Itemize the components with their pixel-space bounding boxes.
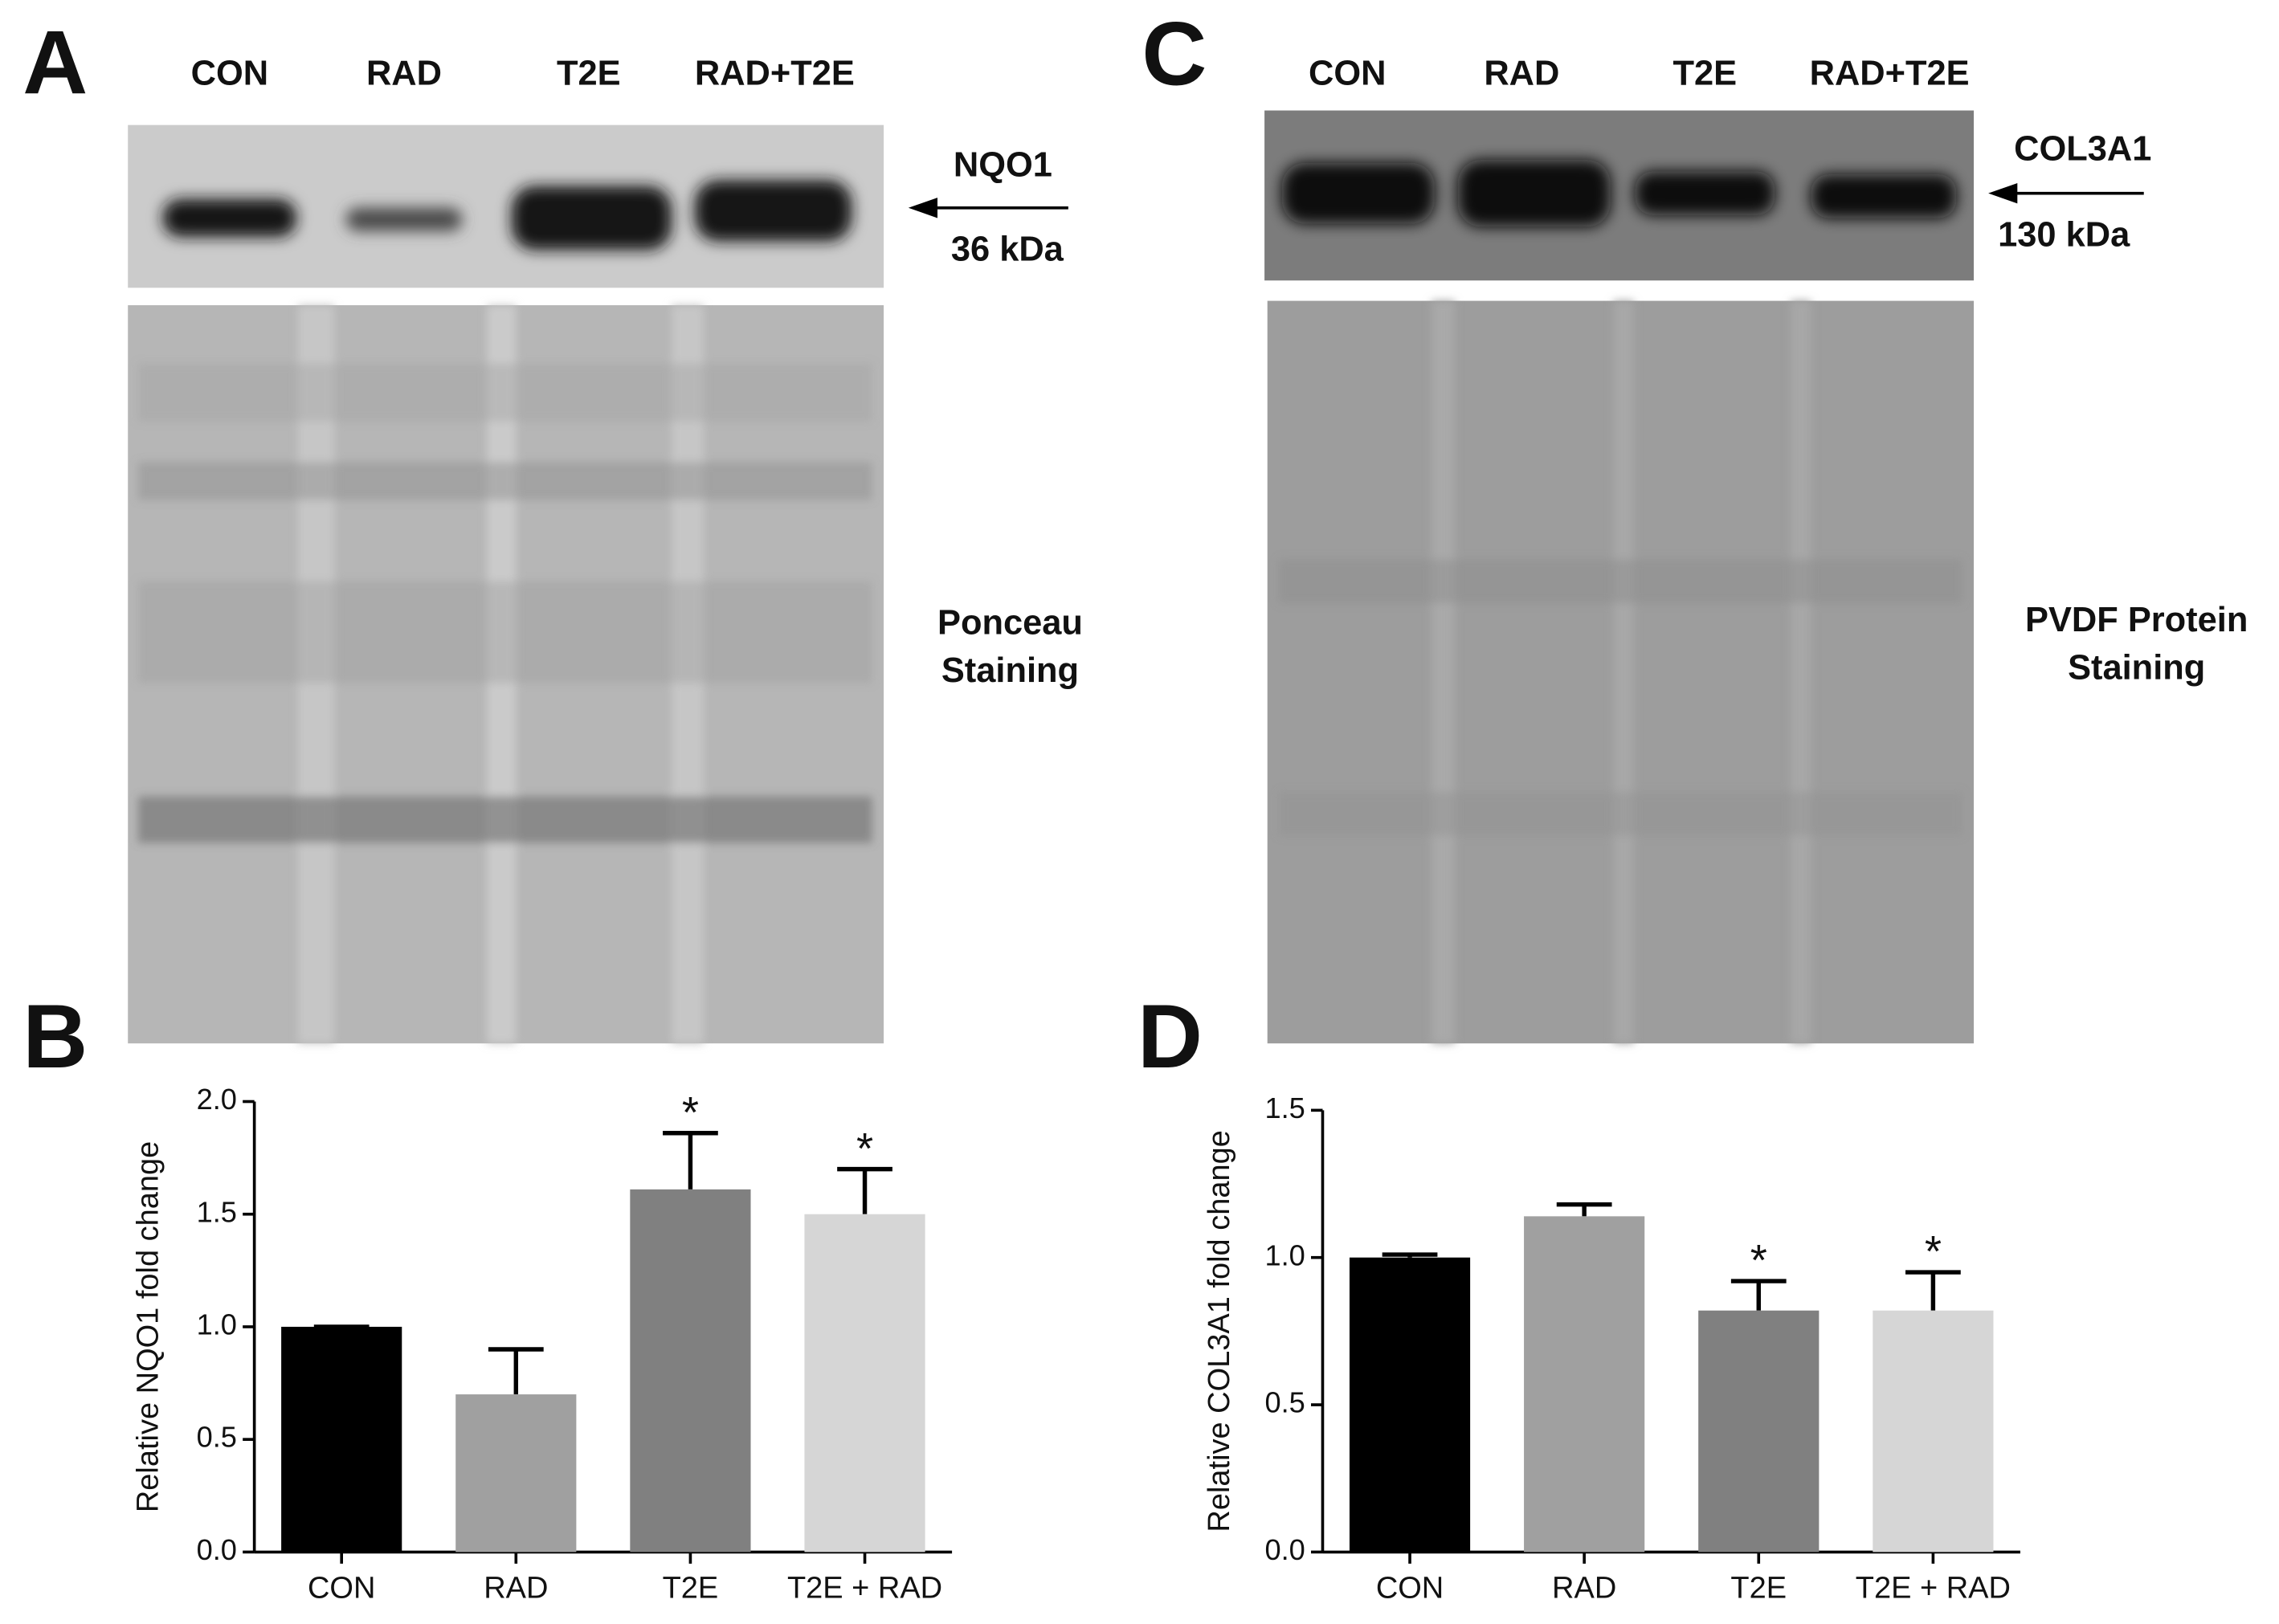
bar xyxy=(281,1326,402,1553)
significance-label: * xyxy=(856,1124,873,1173)
y-tick-label: 0.5 xyxy=(1264,1386,1305,1419)
panel-letter: C xyxy=(1142,3,1207,104)
y-axis-title: Relative COL3A1 fold change xyxy=(1203,1130,1236,1532)
panel-letter: B xyxy=(22,985,88,1087)
y-tick-label: 0.0 xyxy=(1264,1533,1305,1566)
stain-label: Staining xyxy=(941,651,1079,690)
significance-label: * xyxy=(1750,1236,1767,1285)
bar xyxy=(1349,1257,1471,1553)
x-tick-label: T2E xyxy=(663,1571,719,1605)
lane-label: RAD xyxy=(1484,55,1559,93)
lane-label: CON xyxy=(191,55,268,93)
lane-label: RAD+T2E xyxy=(1810,55,1970,93)
x-tick-label: T2E xyxy=(1730,1571,1787,1605)
y-tick-label: 0.0 xyxy=(197,1533,237,1566)
y-tick-label: 1.0 xyxy=(1264,1238,1305,1271)
size-label: 130 kDa xyxy=(1998,215,2130,254)
x-tick-label: RAD xyxy=(484,1571,548,1605)
bar xyxy=(804,1214,925,1553)
y-tick-label: 1.5 xyxy=(197,1195,237,1228)
y-tick-label: 0.5 xyxy=(197,1421,237,1454)
bar xyxy=(455,1394,577,1553)
bar xyxy=(1524,1216,1645,1553)
panel-letter: A xyxy=(22,12,88,113)
protein-label: NQO1 xyxy=(954,146,1052,185)
stain-label: Ponceau xyxy=(937,604,1083,643)
significance-label: * xyxy=(1925,1227,1942,1276)
significance-label: * xyxy=(682,1087,699,1136)
y-axis-title: Relative NQO1 fold change xyxy=(131,1141,165,1512)
x-tick-label: T2E + RAD xyxy=(1856,1571,2011,1605)
arrow-head xyxy=(1988,183,2018,204)
lane-label: T2E xyxy=(1673,55,1738,93)
stain-label: Staining xyxy=(2068,649,2205,688)
blot-image xyxy=(1264,110,1975,1044)
bar xyxy=(1698,1310,1820,1553)
bar xyxy=(630,1189,751,1553)
y-tick-label: 1.0 xyxy=(197,1308,237,1341)
x-tick-label: T2E + RAD xyxy=(787,1571,942,1605)
y-tick-label: 2.0 xyxy=(197,1083,237,1116)
lane-label: CON xyxy=(1309,55,1386,93)
x-tick-label: RAD xyxy=(1552,1571,1616,1605)
lane-label: RAD xyxy=(366,55,442,93)
lane-label: RAD+T2E xyxy=(695,55,855,93)
stain-label: PVDF Protein xyxy=(2025,601,2248,639)
panel-letter: D xyxy=(1137,985,1203,1087)
bar xyxy=(1873,1310,1994,1553)
lane-label: T2E xyxy=(557,55,621,93)
size-label: 36 kDa xyxy=(951,231,1064,269)
x-tick-label: CON xyxy=(1376,1571,1444,1605)
blot-image xyxy=(128,124,884,1044)
arrow-head xyxy=(908,198,938,218)
y-tick-label: 1.5 xyxy=(1264,1092,1305,1124)
protein-label: COL3A1 xyxy=(2014,130,2151,169)
x-tick-label: CON xyxy=(308,1571,375,1605)
